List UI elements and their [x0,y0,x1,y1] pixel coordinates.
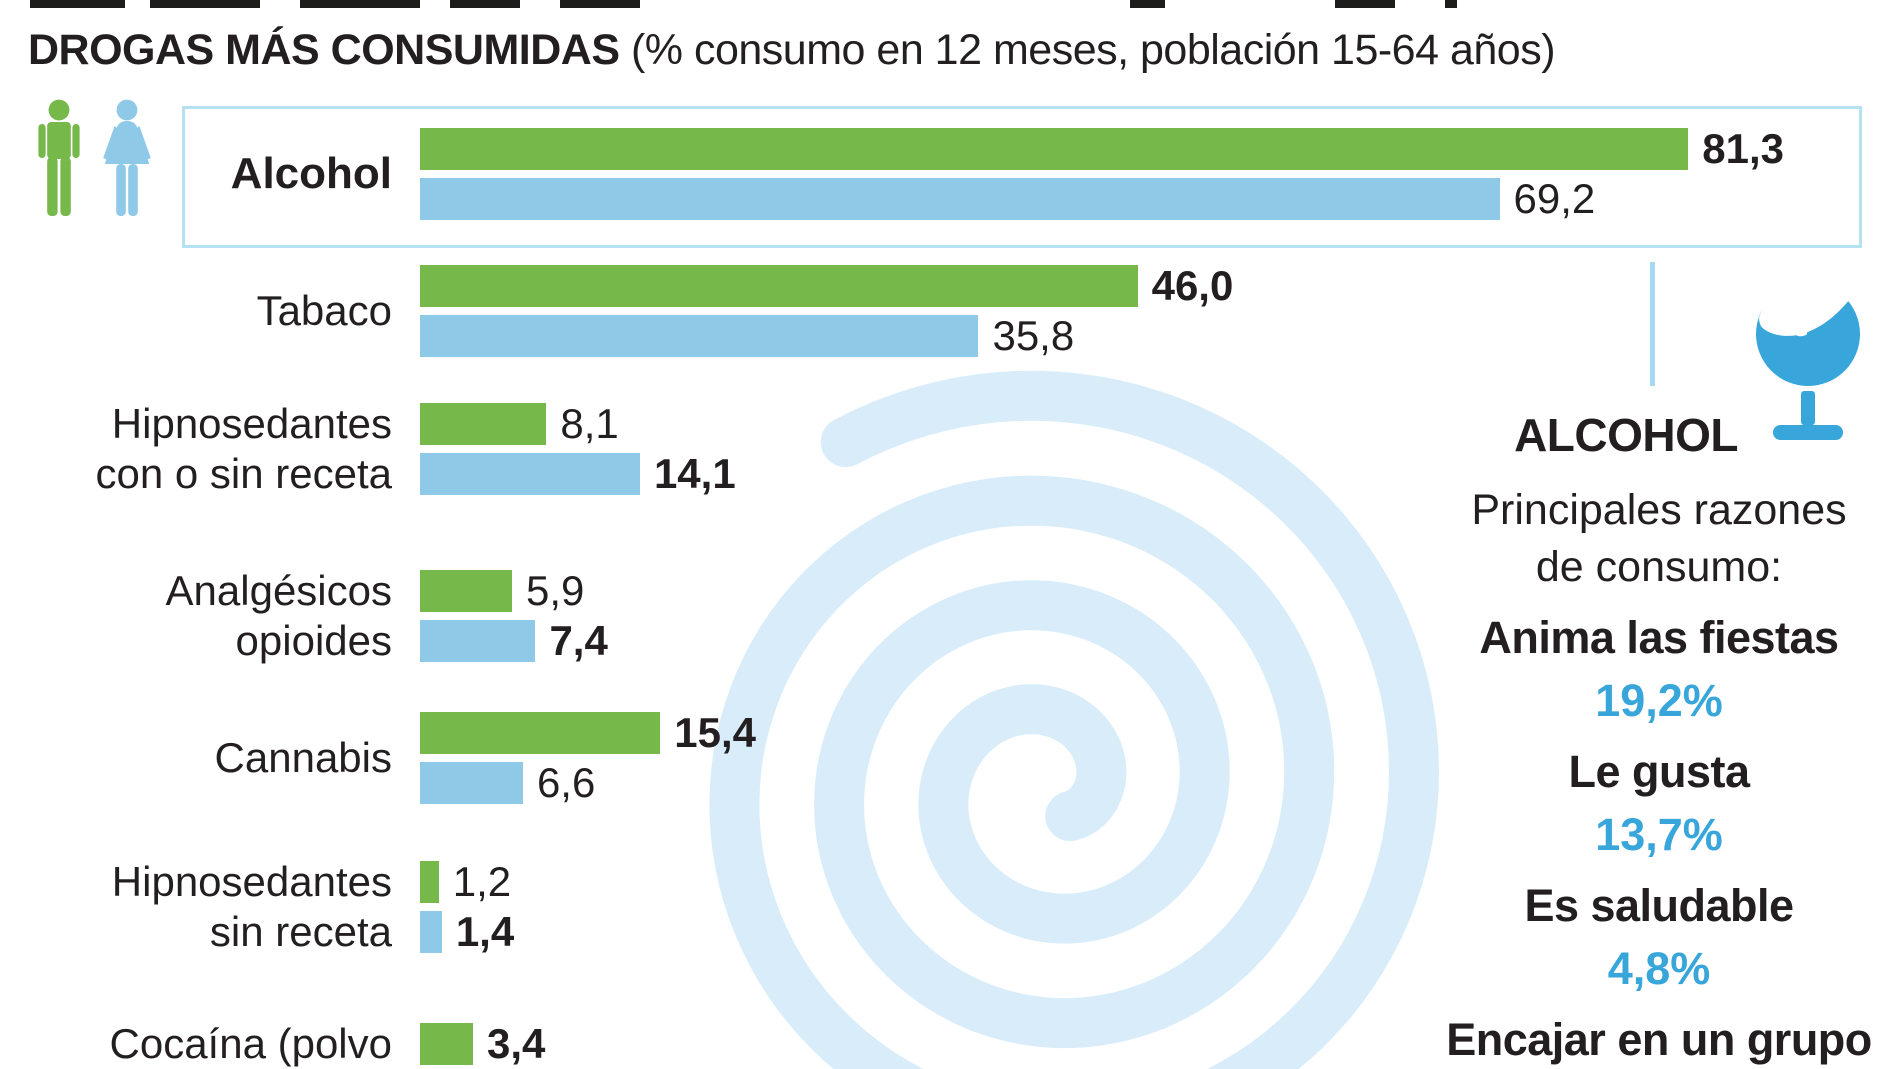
bar-male [420,861,439,903]
reason-value: 19,2% [1595,675,1723,726]
bar-value-male: 3,4 [487,1020,546,1067]
bar-value-female: 69,2 [1513,175,1596,222]
alcohol-highlight-box [182,106,1862,248]
reason-label: Le gusta [1568,746,1750,797]
bar-value-male: 46,0 [1151,262,1234,309]
bar-female [420,911,442,953]
alcohol-panel: Principales razones de consumo: Anima la… [1396,482,1900,1069]
panel-intro: Principales razones de consumo: [1471,486,1847,591]
woman-icon [103,99,151,216]
gender-legend [32,99,162,219]
bar-row-hipnosedantes-sin-receta: Hipnosedantes sin receta 1,2 1,4 [0,858,1900,955]
alcohol-panel-heading: ALCOHOL [1514,409,1738,461]
reason-value: 13,7% [1595,809,1723,860]
bar-female [420,178,1500,220]
bar-male [420,1023,474,1065]
bar-value-male: 81,3 [1702,125,1785,172]
reason-label: Encajar en un grupo [1446,1014,1872,1065]
wine-glass-icon [1756,279,1860,440]
bar-female [420,315,979,357]
alcohol-connector-line [1650,262,1655,386]
title-subtitle: (% consumo en 12 meses, población 15-64 … [619,26,1556,74]
bar-male [420,712,661,754]
reason-value: 4,8% [1607,943,1711,994]
row-label: Cannabis [214,734,392,781]
bar-male [420,570,513,612]
bar-female [420,762,523,804]
bar-value-male: 15,4 [674,709,756,756]
page-title: DROGAS MÁS CONSUMIDAS (% consumo en 12 m… [28,26,1556,75]
title-main: DROGAS MÁS CONSUMIDAS [28,26,620,74]
bar-value-male: 1,2 [452,858,512,905]
row-label: Tabaco [256,287,392,334]
bar-value-female: 6,6 [536,759,596,806]
bar-value-female: 1,4 [455,908,515,955]
bar-male [420,128,1689,170]
reason-label: Es saludable [1524,880,1794,931]
reason-label: Anima las fiestas [1479,612,1839,663]
bar-value-female: 35,8 [992,312,1075,359]
bar-value-male: 5,9 [526,567,585,614]
bar-row-alcohol: Alcohol 81,3 69,2 [0,125,1900,222]
bar-male [420,403,547,445]
row-label: Hipnosedantes sin receta [111,858,392,955]
row-label: Alcohol [230,149,392,198]
bar-male [420,265,1138,307]
bar-row-analgesicos-opioides: Analgésicos opioides 5,9 7,4 [0,567,1900,664]
row-label: Cocaína (polvo [109,1020,393,1067]
bar-value-female: 7,4 [549,617,608,664]
row-label: Analgésicos opioides [165,567,392,664]
bar-value-male: 8,1 [560,400,619,447]
man-icon [38,99,80,216]
bar-row-tabaco: Tabaco 46,0 35,8 [0,262,1900,359]
row-label: Hipnosedantes con o sin receta [95,400,392,497]
bar-value-female: 14,1 [653,450,736,497]
reasons-list: Anima las fiestas 19,2% Le gusta 13,7% E… [1396,614,1900,1064]
bar-female [420,620,536,662]
bar-row-cocaina: Cocaína (polvo 3,4 [0,1020,1900,1069]
bar-female [420,453,640,495]
